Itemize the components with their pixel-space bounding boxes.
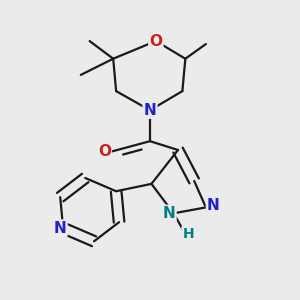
Text: N: N bbox=[207, 198, 220, 213]
Text: O: O bbox=[98, 144, 111, 159]
Text: N: N bbox=[54, 220, 67, 236]
Text: O: O bbox=[149, 34, 162, 49]
Text: N: N bbox=[144, 103, 156, 118]
Text: N: N bbox=[163, 206, 175, 221]
Text: H: H bbox=[182, 227, 194, 241]
